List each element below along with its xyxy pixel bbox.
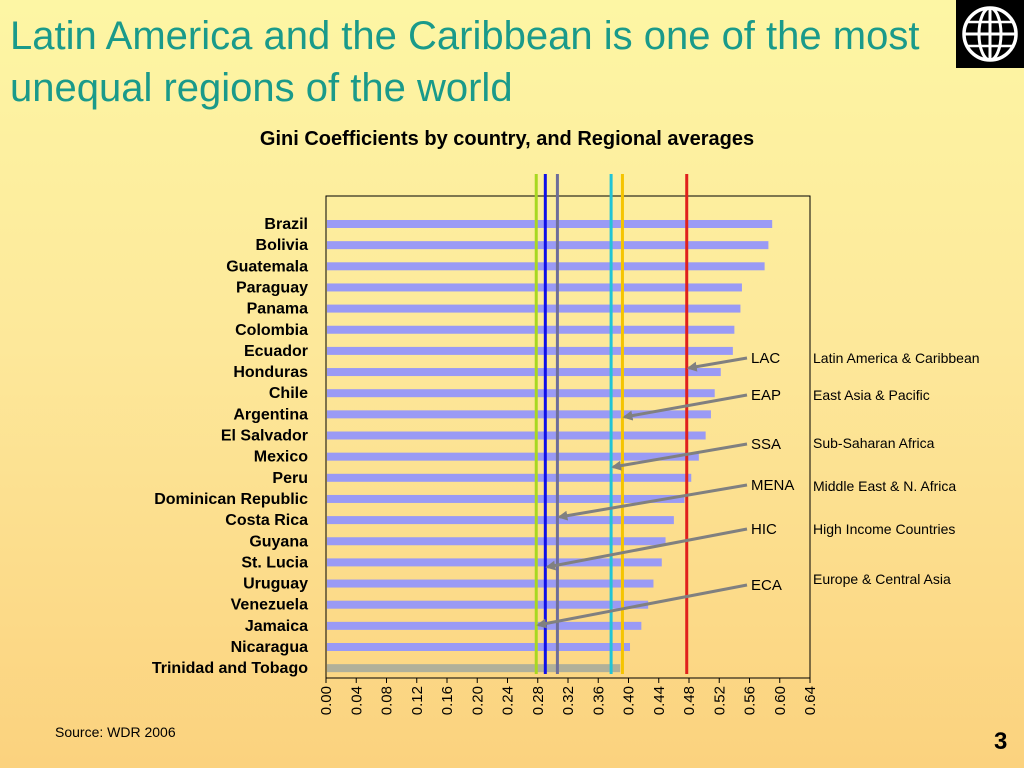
bar-el-salvador <box>327 431 706 440</box>
x-tick-label: 0.56 <box>742 686 759 715</box>
bar-colombia <box>327 325 735 334</box>
bar-guyana <box>327 537 666 546</box>
pointer-arrow-eca <box>536 583 748 629</box>
x-tick-label: 0.24 <box>500 686 517 715</box>
bar-ecuador <box>327 346 733 355</box>
x-tick-label: 0.20 <box>469 686 486 715</box>
pointer-arrow-hic <box>545 527 748 571</box>
category-label: Bolivia <box>256 237 309 254</box>
region-name-eap: East Asia & Pacific <box>813 387 930 403</box>
category-label: Uruguay <box>243 576 308 593</box>
category-label: Colombia <box>235 322 308 339</box>
category-label: Jamaica <box>245 618 308 635</box>
category-label: Peru <box>272 470 308 487</box>
x-tick-label: 0.44 <box>651 686 668 715</box>
chart-title: Gini Coefficients by country, and Region… <box>259 128 755 150</box>
x-tick-label: 0.36 <box>590 686 607 715</box>
category-label: Nicaragua <box>231 639 308 656</box>
bar-jamaica <box>327 621 642 630</box>
category-label: Paraguay <box>236 279 308 296</box>
category-label: Mexico <box>254 449 308 466</box>
category-label: Costa Rica <box>225 512 308 529</box>
x-tick-label: 0.64 <box>802 686 819 715</box>
pointer-arrow-lac <box>686 356 748 372</box>
pointer-arrow-eap <box>622 393 748 421</box>
bar-dominican-republic <box>327 494 685 503</box>
bar-honduras <box>327 368 721 377</box>
x-tick-label: 0.32 <box>560 686 577 715</box>
bar-nicaragua <box>327 643 631 651</box>
x-tick-label: 0.28 <box>530 686 547 715</box>
bar-peru <box>327 473 692 482</box>
world-bank-logo <box>956 0 1024 68</box>
bar-trinidad-and-tobago <box>327 664 621 673</box>
category-label: Panama <box>247 301 308 318</box>
region-label-mena: MENA <box>751 477 794 494</box>
region-name-lac: Latin America & Caribbean <box>813 350 980 366</box>
x-tick-label: 0.08 <box>379 686 396 715</box>
bar-chile <box>327 389 715 398</box>
x-tick-label: 0.52 <box>711 686 728 715</box>
bar-costa-rica <box>327 516 674 525</box>
bar-st-lucia <box>327 558 662 567</box>
region-name-eca: Europe & Central Asia <box>813 571 951 587</box>
bar-brazil <box>327 220 773 228</box>
slide-number: 3 <box>994 728 1008 755</box>
x-tick-label: 0.00 <box>318 686 335 715</box>
bar-paraguay <box>327 283 742 292</box>
category-label: Argentina <box>233 406 308 423</box>
bar-panama <box>327 304 741 313</box>
region-name-mena: Middle East & N. Africa <box>813 478 956 494</box>
x-tick-label: 0.04 <box>348 686 365 715</box>
bar-venezuela <box>327 600 649 609</box>
bar-bolivia <box>327 241 769 250</box>
x-tick-label: 0.12 <box>409 686 426 715</box>
category-label: Honduras <box>233 364 308 381</box>
x-tick-label: 0.40 <box>621 686 638 715</box>
source-note: Source: WDR 2006 <box>55 724 176 740</box>
slide-title: Latin America and the Caribbean is one o… <box>10 14 920 110</box>
category-label: El Salvador <box>221 428 308 445</box>
category-label: Venezuela <box>231 597 308 614</box>
category-label: Dominican Republic <box>154 491 308 508</box>
world-bank-globe-icon <box>962 6 1018 62</box>
region-label-hic: HIC <box>751 521 777 538</box>
category-label: Chile <box>269 385 308 402</box>
x-tick-label: 0.60 <box>772 686 789 715</box>
category-label: Brazil <box>264 216 308 233</box>
pointer-arrow-mena <box>557 483 748 521</box>
x-tick-label: 0.16 <box>439 686 456 715</box>
category-label: Guyana <box>249 533 308 550</box>
category-label: Trinidad and Tobago <box>152 660 308 677</box>
region-name-hic: High Income Countries <box>813 521 955 537</box>
bar-uruguay <box>327 579 654 588</box>
pointer-arrow-ssa <box>611 442 748 471</box>
region-label-ssa: SSA <box>751 436 781 453</box>
category-label: Ecuador <box>244 343 308 360</box>
region-label-eca: ECA <box>751 577 782 594</box>
x-tick-label: 0.48 <box>681 686 698 715</box>
region-label-eap: EAP <box>751 387 781 404</box>
category-label: Guatemala <box>226 258 308 275</box>
bar-mexico <box>327 452 699 461</box>
category-label: St. Lucia <box>241 554 308 571</box>
region-name-ssa: Sub-Saharan Africa <box>813 435 935 451</box>
region-label-lac: LAC <box>751 350 780 367</box>
bar-argentina <box>327 410 711 419</box>
